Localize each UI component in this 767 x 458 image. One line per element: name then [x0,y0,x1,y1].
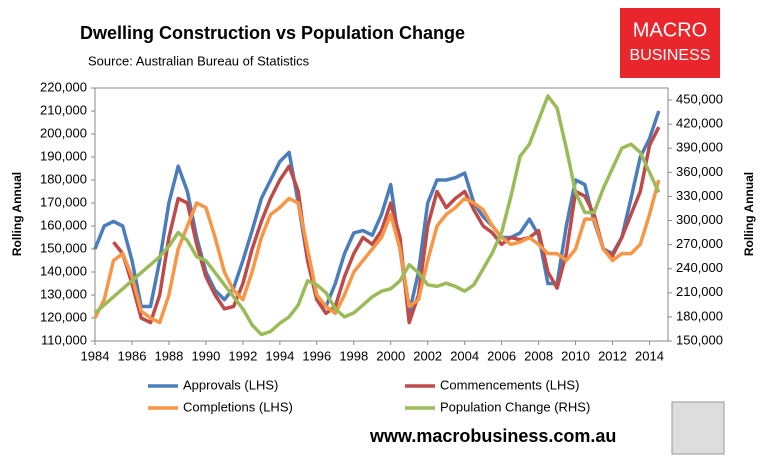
x-tick-label: 1990 [191,348,220,363]
brand-line: BUSINESS [630,47,711,64]
y-tick-label: 220,000 [40,79,87,94]
y-tick-label: 140,000 [40,263,87,278]
x-tick-label: 2002 [413,348,442,363]
x-tick-label: 2008 [524,348,553,363]
y-tick-label: 190,000 [40,148,87,163]
x-tick-label: 2010 [561,348,590,363]
legend-label: Commencements (LHS) [440,377,579,392]
brand-line: MACRO [633,19,707,41]
y-tick-label: 130,000 [40,286,87,301]
y-tick-label: 180,000 [40,171,87,186]
legend-label: Completions (LHS) [183,399,293,414]
y-tick-label: 160,000 [40,217,87,232]
x-tick-label: 1988 [154,348,183,363]
series-line [112,126,661,325]
brand-box [620,8,720,78]
x-tick-label: 2012 [598,348,627,363]
y2-tick-label: 450,000 [676,91,723,106]
y-axis-title: Rolling Annual [10,172,24,256]
x-tick-label: 1994 [265,348,294,363]
chart-title: Dwelling Construction vs Population Chan… [80,23,465,43]
y2-tick-label: 360,000 [676,164,723,179]
y2-axis-title: Rolling Annual [742,172,756,256]
legend-label: Population Change (RHS) [440,399,590,414]
y2-tick-label: 330,000 [676,188,723,203]
y-tick-label: 170,000 [40,194,87,209]
y-tick-label: 210,000 [40,102,87,117]
series-line [93,94,661,337]
y2-tick-label: 180,000 [676,308,723,323]
series-line [93,179,661,325]
y2-tick-label: 150,000 [676,332,723,347]
x-tick-label: 1984 [81,348,110,363]
legend-label: Approvals (LHS) [183,377,278,392]
x-tick-label: 2014 [635,348,664,363]
logo-icon [671,401,725,455]
series-line [93,110,661,316]
x-tick-label: 1992 [228,348,257,363]
x-tick-label: 2004 [450,348,479,363]
x-tick-label: 1986 [118,348,147,363]
y-tick-label: 120,000 [40,309,87,324]
y2-tick-label: 210,000 [676,284,723,299]
x-tick-label: 2000 [376,348,405,363]
chart-subtitle: Source: Australian Bureau of Statistics [88,53,310,68]
x-tick-label: 1996 [302,348,331,363]
y2-tick-label: 240,000 [676,260,723,275]
x-tick-label: 2006 [487,348,516,363]
y2-tick-label: 390,000 [676,140,723,155]
y2-tick-label: 300,000 [676,212,723,227]
y-tick-label: 110,000 [41,332,87,347]
y2-tick-label: 420,000 [676,116,723,131]
y2-tick-label: 270,000 [676,236,723,251]
y-tick-label: 200,000 [40,125,87,140]
website: www.macrobusiness.com.au [369,426,616,446]
x-tick-label: 1998 [339,348,368,363]
y-tick-label: 150,000 [40,240,87,255]
